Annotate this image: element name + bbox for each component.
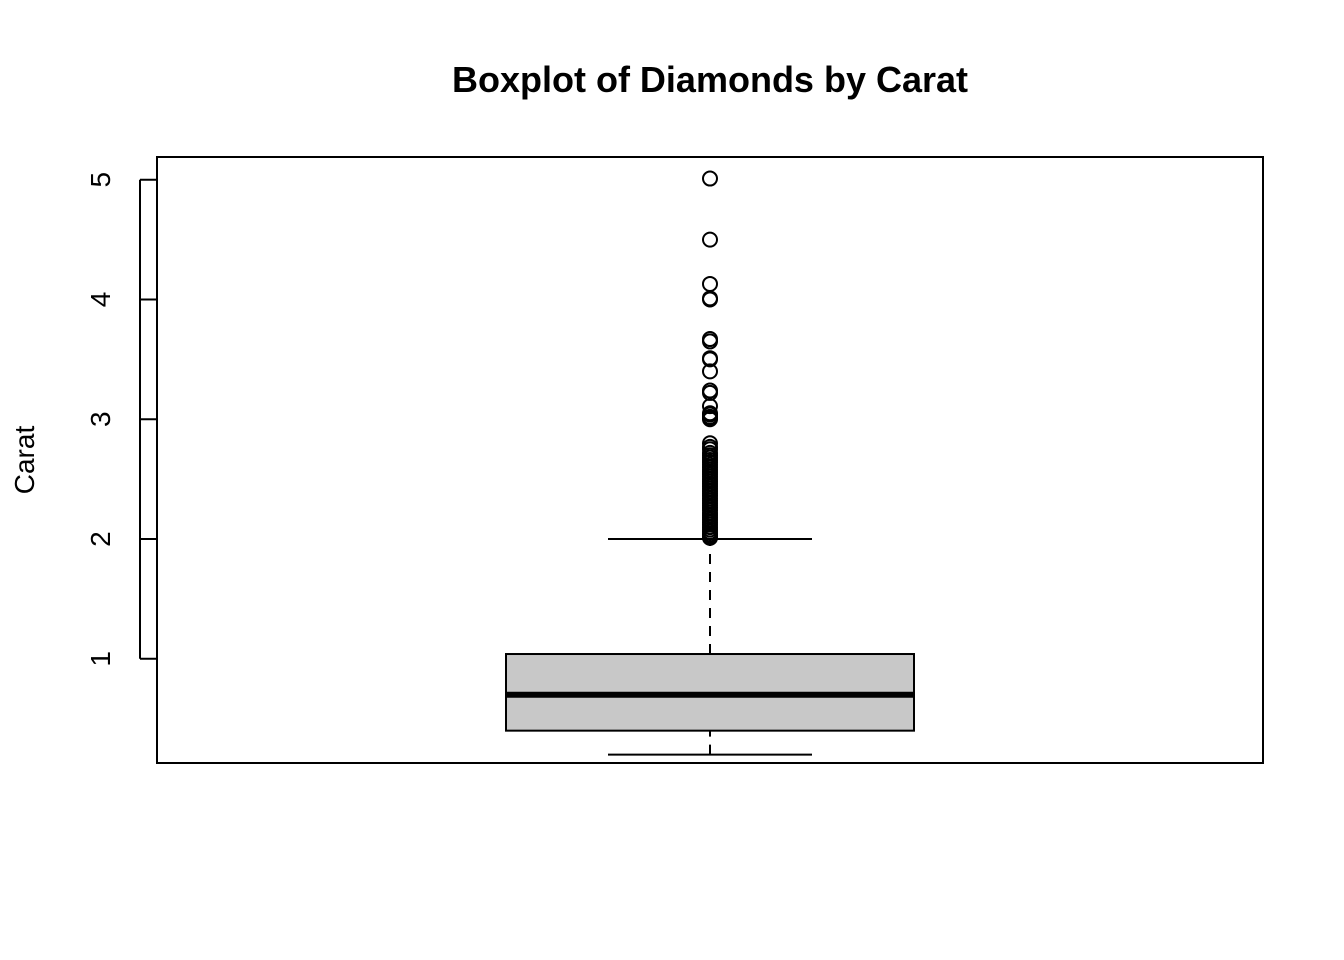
outlier-point — [702, 411, 718, 428]
outlier-point — [702, 275, 718, 292]
y-tick-label: 5 — [85, 172, 116, 188]
y-tick-label: 2 — [85, 531, 116, 547]
y-tick-label: 4 — [85, 292, 116, 308]
y-axis-label: Carat — [9, 426, 40, 495]
outlier-point — [702, 291, 718, 308]
outlier-point — [702, 231, 718, 248]
outlier-point — [702, 363, 718, 380]
chart-title: Boxplot of Diamonds by Carat — [452, 59, 968, 100]
outlier-point — [702, 529, 718, 546]
outlier-group — [702, 170, 718, 546]
y-tick-label: 1 — [85, 651, 116, 667]
outlier-point — [702, 351, 718, 368]
outlier-point — [702, 170, 718, 187]
plot-frame — [156, 156, 1264, 764]
outlier-point — [702, 333, 718, 350]
y-tick-label: 3 — [85, 411, 116, 427]
box-group — [505, 538, 915, 756]
y-axis: 1 2 3 4 5 — [85, 172, 157, 667]
